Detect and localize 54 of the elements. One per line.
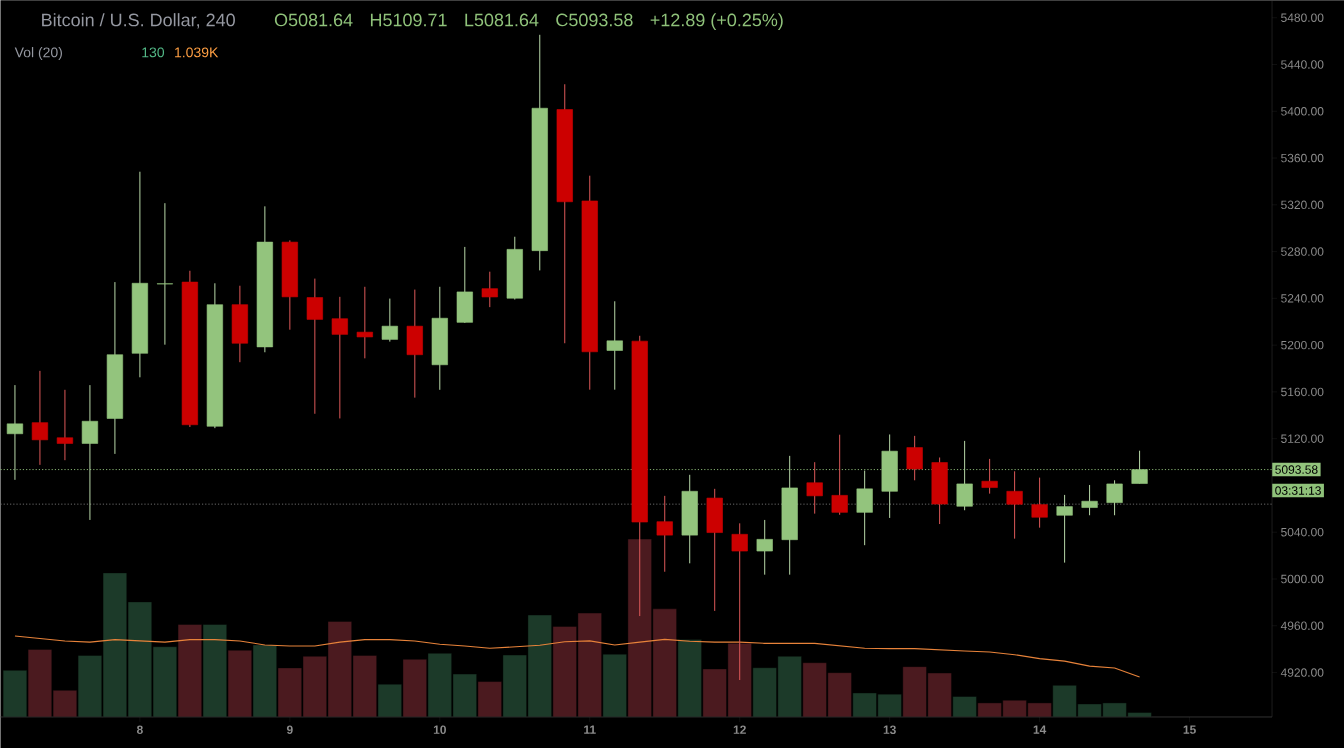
candlestick [806, 461, 823, 515]
y-tick-label: 5200.00 [1281, 340, 1324, 350]
text: Bitcoin / U.S. Dollar, 240 [42, 13, 235, 29]
y-tick-label: 4920.00 [1280, 668, 1324, 677]
candlestick [156, 202, 173, 346]
y-tick-label: 5000.00 [1281, 574, 1324, 584]
y-tick-label: 5160.00 [1281, 387, 1324, 397]
candlestick [31, 370, 49, 466]
x-tick-label: 14 [1033, 725, 1047, 734]
y-tick-label: 5240.00 [1281, 294, 1324, 303]
y-tick-label: 5040.00 [1281, 527, 1324, 537]
candlestick [1081, 484, 1098, 516]
x-tick-label: 8 [136, 725, 143, 734]
x-tick-label: 11 [584, 725, 596, 734]
annotation: 130 [142, 47, 165, 58]
y-tick-label: 5400.00 [1281, 107, 1324, 116]
annotation: L5081.64 [465, 13, 539, 27]
annotation: +12.89 (+0.25%) [650, 13, 783, 30]
candlestick [1006, 470, 1023, 540]
candlestick [331, 296, 348, 419]
candlestick [356, 286, 373, 359]
y-tick-label: 5280.00 [1281, 247, 1324, 256]
x-tick-label: 15 [1183, 725, 1196, 734]
y-tick-label: 5120.00 [1281, 434, 1324, 443]
x-tick-label: 10 [433, 725, 446, 734]
candlestick [656, 495, 673, 573]
candlestick [606, 300, 623, 391]
text: 03:31:13 [1275, 486, 1321, 495]
annotation: O5081.64 [274, 13, 353, 27]
candlestick [381, 298, 398, 343]
candlestick [906, 435, 923, 481]
y-tick-label: 4960.00 [1280, 621, 1324, 631]
ref-line-label: 5093.58 [1275, 465, 1318, 474]
y-tick-label: 5440.00 [1281, 60, 1324, 69]
candlestick [481, 271, 498, 308]
candlestick [981, 458, 998, 495]
candlestick [306, 278, 323, 415]
annotation: C5093.58 [556, 13, 633, 27]
candlestick [1056, 494, 1073, 564]
y-tick-label: 5360.00 [1281, 153, 1324, 163]
chart-title: Vol (20) [14, 47, 62, 61]
y-tick-label: 5320.00 [1281, 200, 1324, 210]
candlestick [1106, 479, 1123, 516]
x-tick-label: 13 [883, 725, 896, 735]
x-tick-label: 12 [733, 725, 746, 734]
candlestick [1031, 477, 1048, 529]
annotation: 1.039K [175, 47, 219, 58]
candlestick [831, 434, 848, 516]
candlestick [731, 522, 748, 681]
candlestick [756, 519, 773, 576]
x-tick-label: 9 [286, 725, 293, 734]
annotation: H5109.71 [370, 13, 447, 27]
candlestick [56, 389, 74, 461]
y-tick-label: 5480.00 [1281, 13, 1324, 22]
